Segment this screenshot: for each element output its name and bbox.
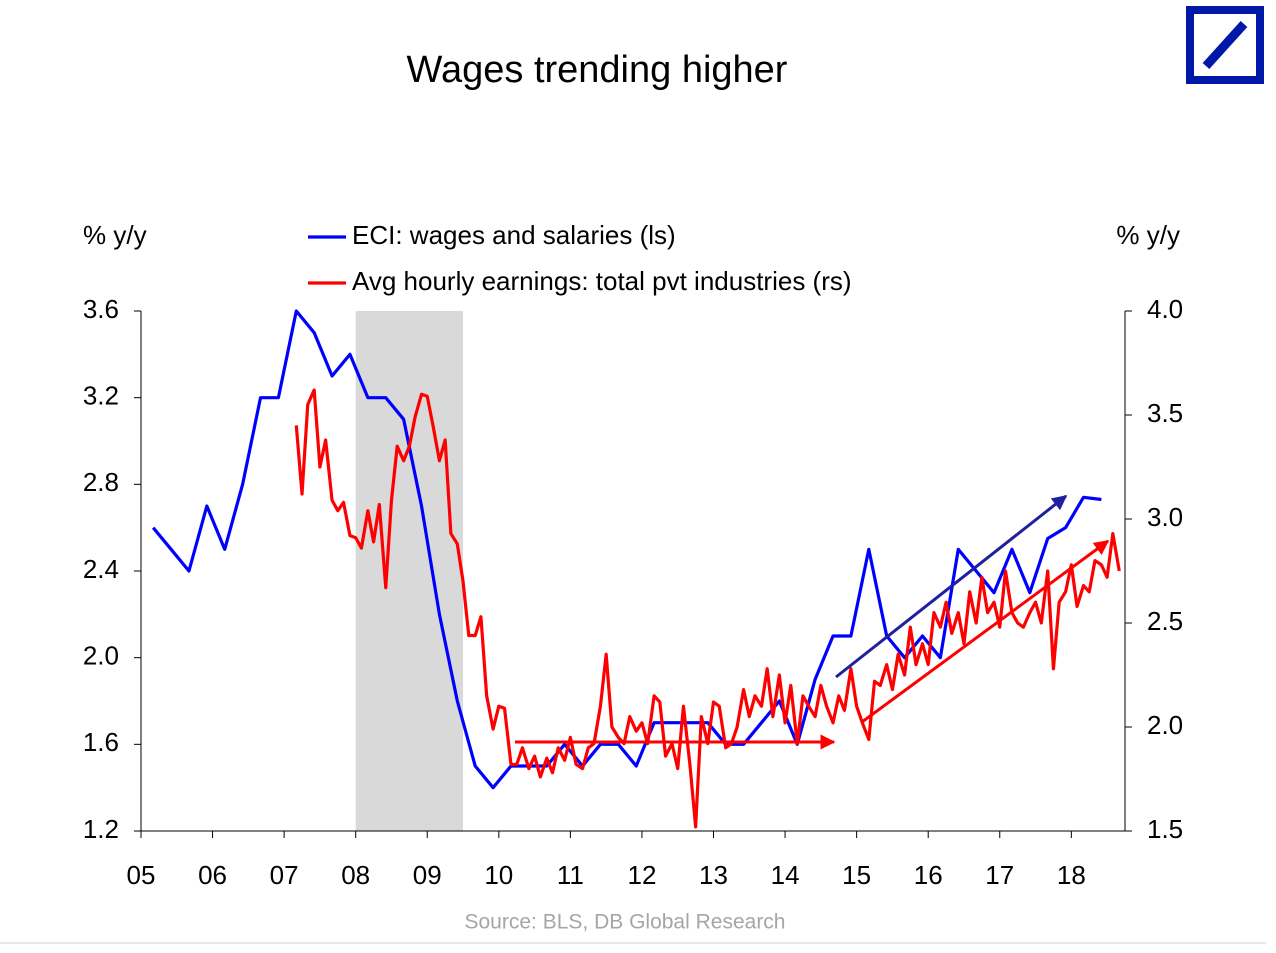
y2-tick-label: 1.5 xyxy=(1147,814,1183,844)
y-tick-label: 2.0 xyxy=(83,641,119,671)
trend-arrow xyxy=(835,494,1068,679)
trend-arrows xyxy=(515,494,1110,750)
y2-tick-label: 3.0 xyxy=(1147,502,1183,532)
y-tick-label: 3.6 xyxy=(83,294,119,324)
legend-label: ECI: wages and salaries (ls) xyxy=(352,220,676,250)
x-tick-label: 15 xyxy=(842,860,871,890)
logo xyxy=(1186,6,1264,84)
y-tick-label: 3.2 xyxy=(83,381,119,411)
x-tick-label: 09 xyxy=(413,860,442,890)
y2-axis-label: % y/y xyxy=(1116,220,1180,250)
trend-arrow xyxy=(861,539,1110,724)
y-tick-label: 2.8 xyxy=(83,467,119,497)
legend-label: Avg hourly earnings: total pvt industrie… xyxy=(352,266,852,296)
x-tick-label: 16 xyxy=(914,860,943,890)
x-tick-label: 14 xyxy=(771,860,800,890)
y2-tick-label: 2.5 xyxy=(1147,606,1183,636)
y2-tick-label: 4.0 xyxy=(1147,294,1183,324)
x-tick-label: 12 xyxy=(627,860,656,890)
series-line xyxy=(151,309,1102,790)
x-tick-label: 17 xyxy=(985,860,1014,890)
y-tick-label: 1.2 xyxy=(83,814,119,844)
source-note: Source: BLS, DB Global Research xyxy=(465,911,786,934)
y2-tick-label: 3.5 xyxy=(1147,398,1183,428)
x-tick-label: 11 xyxy=(557,860,584,890)
y2-tick-label: 2.0 xyxy=(1147,710,1183,740)
series-line xyxy=(294,388,1121,829)
x-tick-label: 07 xyxy=(270,860,299,890)
x-tick-label: 06 xyxy=(198,860,227,890)
x-tick-label: 18 xyxy=(1057,860,1086,890)
x-tick-label: 10 xyxy=(484,860,513,890)
x-tick-label: 08 xyxy=(341,860,370,890)
y-tick-label: 2.4 xyxy=(83,554,119,584)
y-axis-label: % y/y xyxy=(83,220,147,250)
x-tick-label: 05 xyxy=(127,860,156,890)
shaded-period xyxy=(355,311,464,831)
x-tick-label: 13 xyxy=(699,860,728,890)
y-tick-label: 1.6 xyxy=(83,727,119,757)
chart-title: Wages trending higher xyxy=(407,49,788,91)
